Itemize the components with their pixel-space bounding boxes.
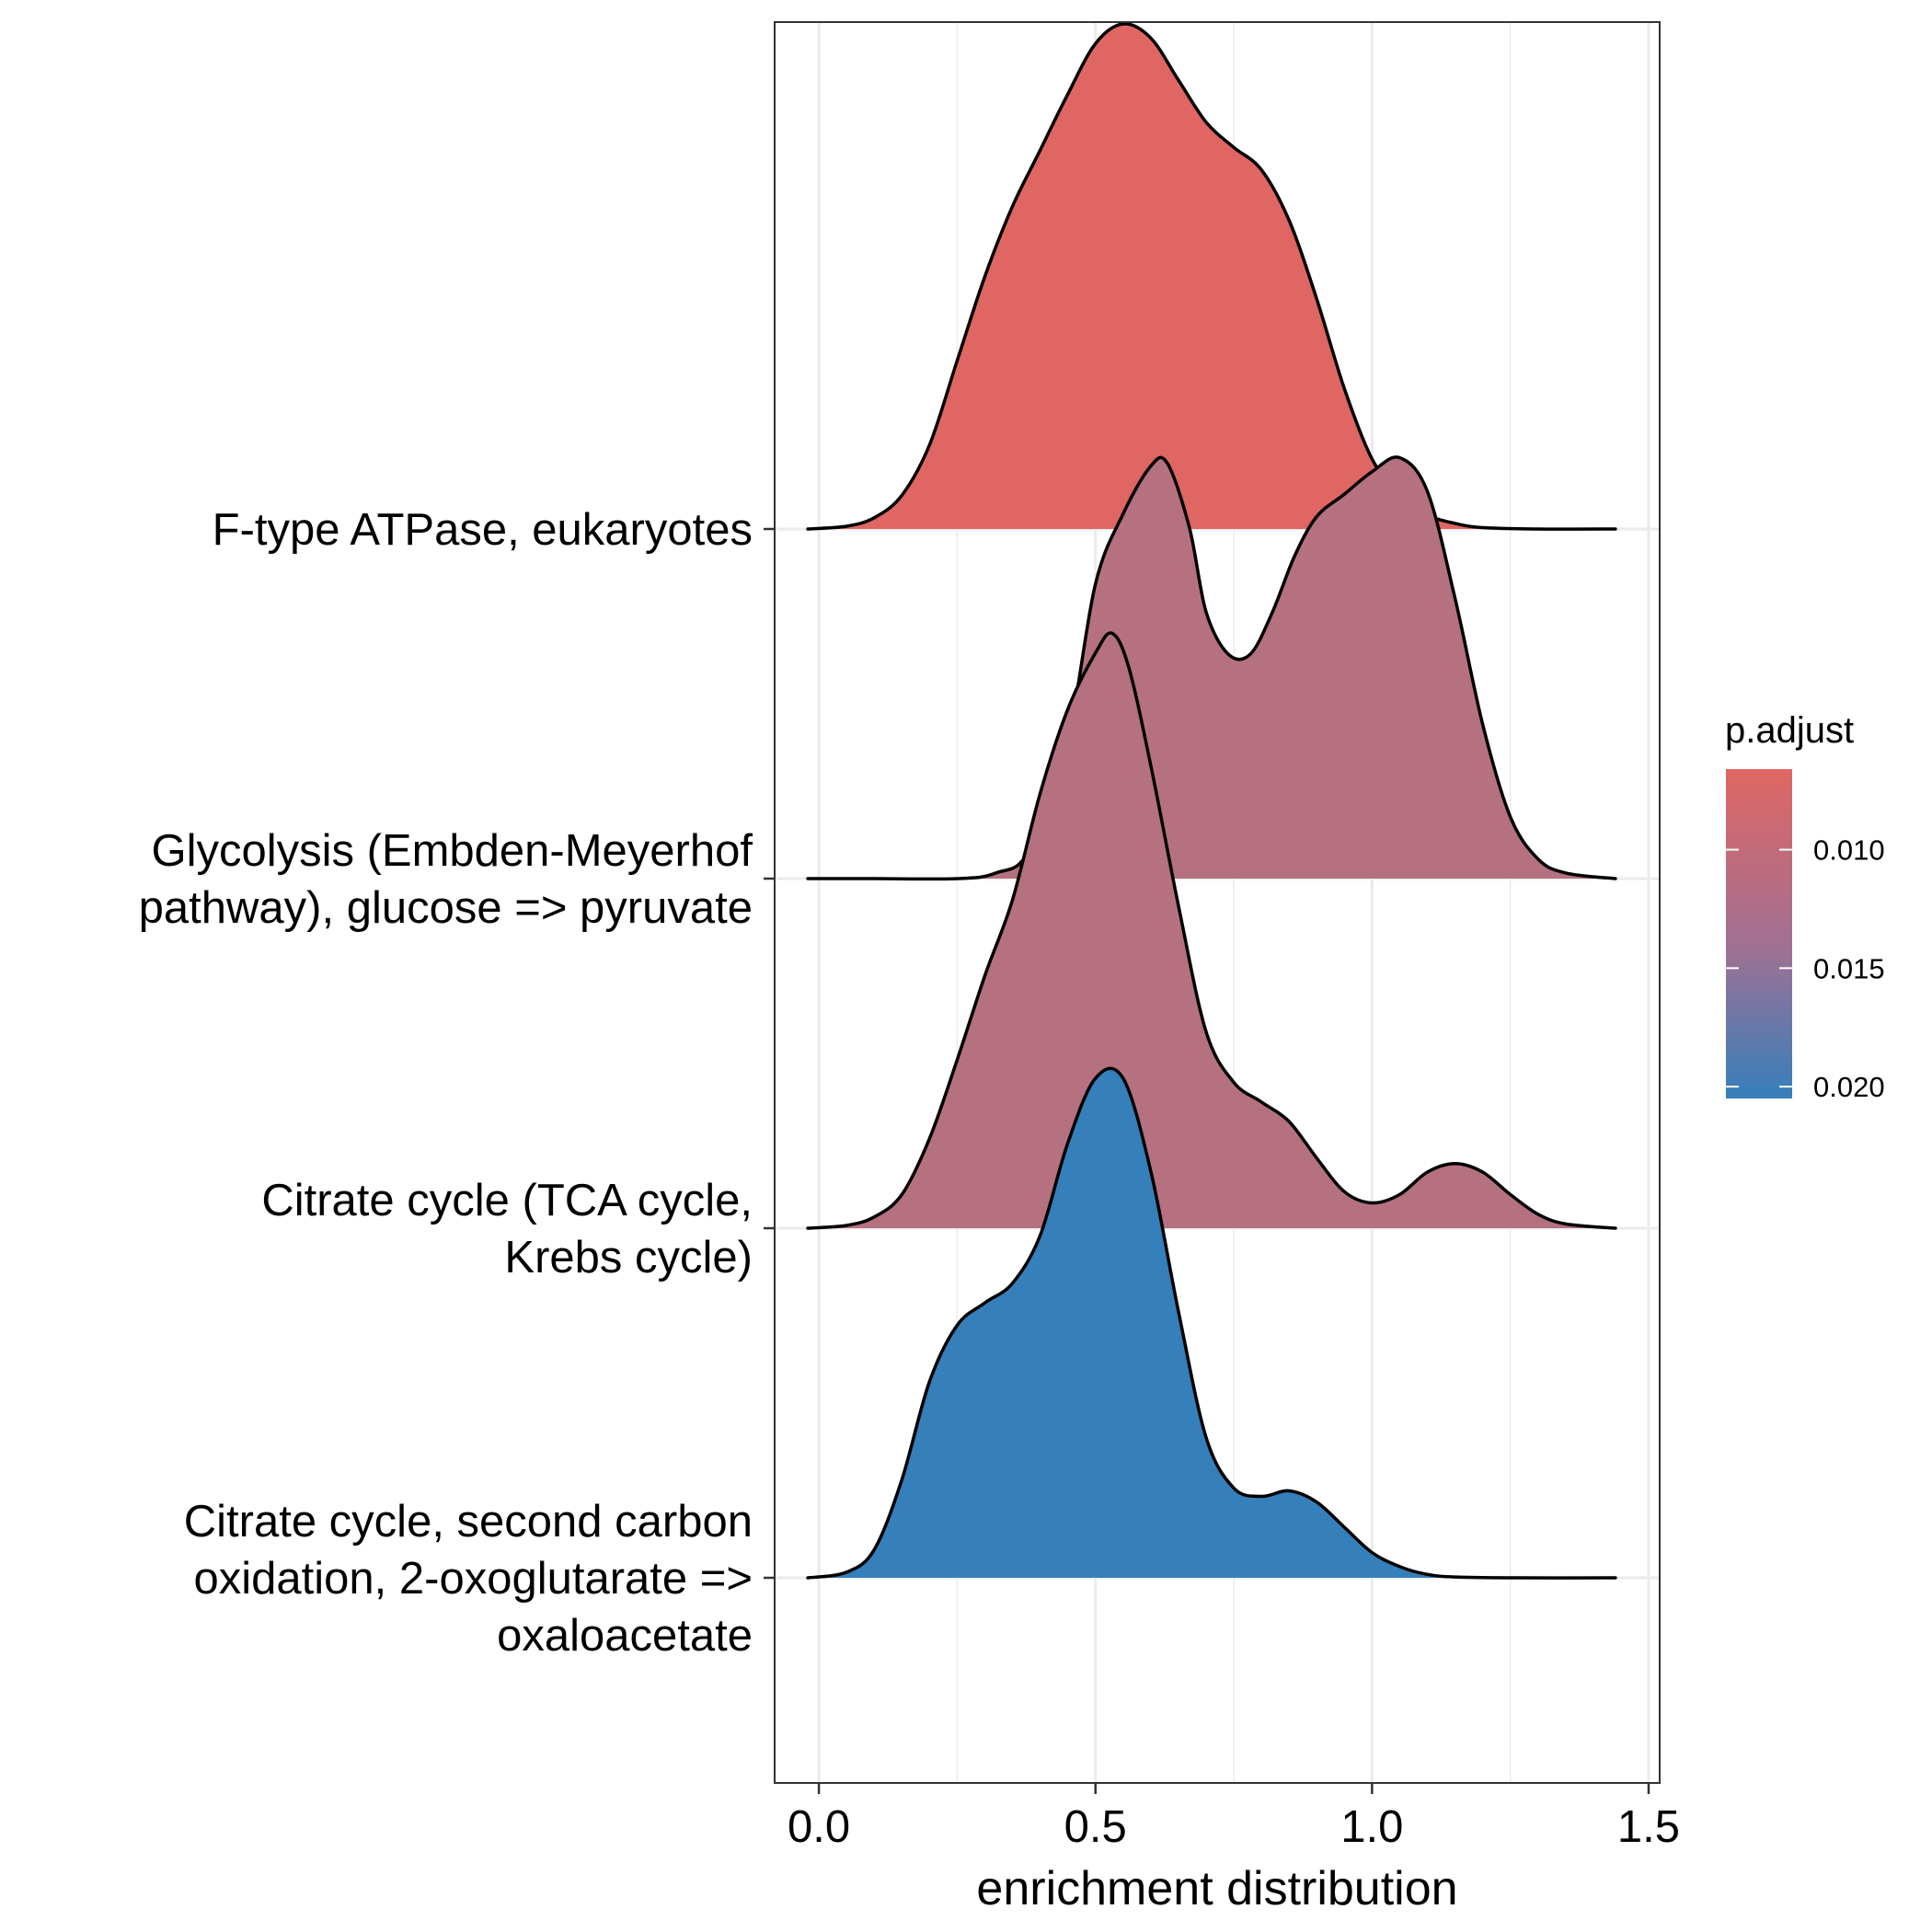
y-category-label: Citrate cycle, second carbon (184, 1497, 753, 1547)
legend-tick-label: 0.020 (1813, 1071, 1885, 1103)
legend-colorbar (1726, 769, 1792, 1098)
x-tick-label: 1.5 (1617, 1802, 1680, 1852)
x-tick-label: 0.5 (1064, 1802, 1127, 1852)
panel-border (774, 21, 1661, 1784)
y-category-label: Glycolysis (Embden-Meyerhof (151, 826, 753, 876)
legend-tick-label: 0.015 (1813, 952, 1885, 984)
y-category-label: pathway), glucose => pyruvate (139, 883, 753, 933)
y-category-label: Krebs cycle) (504, 1233, 753, 1282)
legend-ticks: 0.010 0.015 0.020 (1726, 834, 1885, 1103)
axes: 0.0 0.5 1.0 1.5 F-type ATPase, eukaryotes Gly… (139, 505, 1680, 1852)
ridge-fill-3 (808, 633, 1616, 1228)
x-tick-label: 1.0 (1340, 1802, 1403, 1852)
legend-tick-label: 0.010 (1813, 834, 1885, 867)
legend: p.adjust 0.010 0.015 0.020 (1725, 710, 1885, 1103)
x-axis-title: enrichment distribution (976, 1862, 1457, 1915)
ridges (806, 22, 1617, 1580)
y-category-label: Citrate cycle (TCA cycle, (261, 1176, 753, 1225)
ridge-fill-2 (808, 456, 1616, 880)
y-category-label: oxidation, 2-oxoglutarate => (194, 1554, 753, 1604)
legend-title: p.adjust (1725, 710, 1854, 751)
ridge-outline-3 (806, 631, 1617, 1230)
ridge-fill-1 (808, 23, 1616, 530)
ridge-outline-4 (806, 1066, 1617, 1580)
y-category-label: F-type ATPase, eukaryotes (213, 505, 753, 555)
y-category-label: oxaloacetate (497, 1611, 753, 1661)
ridge-fill-4 (808, 1068, 1616, 1579)
x-tick-label: 0.0 (788, 1802, 850, 1852)
